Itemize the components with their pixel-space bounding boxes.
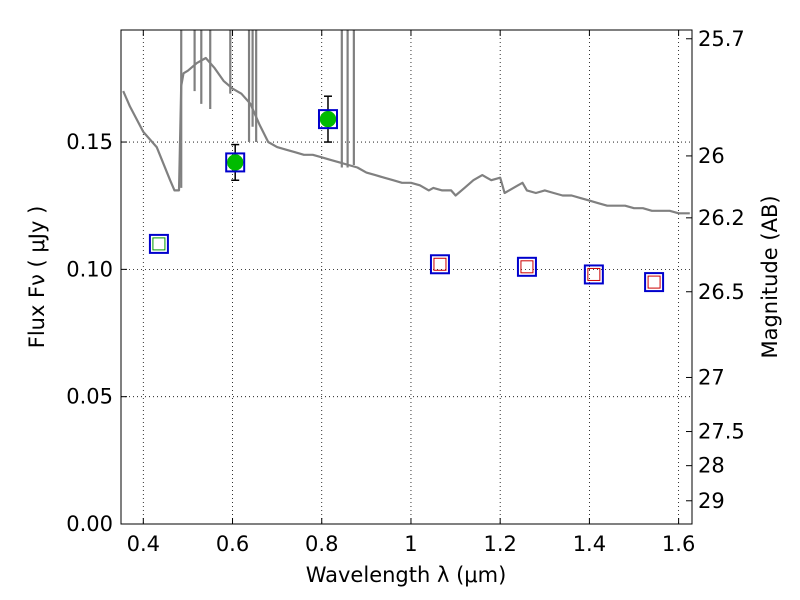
right-tick-label: 26.5 — [698, 280, 745, 304]
model-flux-square — [516, 256, 537, 277]
x-tick-label: 1 — [404, 532, 417, 556]
x-tick-label: 1.4 — [573, 532, 606, 556]
grid-lines — [121, 30, 692, 525]
right-tick-label: 28 — [698, 454, 725, 478]
x-tick-label: 0.6 — [216, 532, 249, 556]
model-flux-square — [429, 254, 450, 275]
upper-limit-marker — [587, 267, 601, 281]
model-flux-square — [644, 272, 665, 293]
x-tick-label: 0.4 — [127, 532, 160, 556]
plot-area — [122, 30, 690, 293]
y-axis-label-left: Flux Fν ( μJy ) — [25, 206, 49, 349]
upper-limit-marker — [647, 275, 661, 289]
upper-limit-marker — [152, 237, 166, 251]
right-tick-label: 27.5 — [698, 420, 745, 444]
y-tick-label: 0.05 — [66, 385, 113, 409]
model-flux-square — [225, 152, 246, 173]
x-tick-label: 1.2 — [483, 532, 516, 556]
x-axis-label: Wavelength λ (μm) — [306, 563, 507, 587]
sed-model-line — [122, 56, 690, 215]
y-tick-label: 0.15 — [66, 130, 113, 154]
y-axis-label-right: Magnitude (AB) — [758, 195, 782, 358]
model-flux-square — [148, 233, 169, 254]
right-tick-label: 29 — [698, 489, 725, 513]
model-flux-square — [317, 109, 338, 130]
upper-limit-marker — [520, 260, 534, 274]
x-tick-label: 0.8 — [305, 532, 338, 556]
y-tick-label: 0.00 — [66, 512, 113, 536]
observed-flux-point — [226, 154, 244, 171]
model-flux-square — [583, 264, 604, 285]
right-tick-label: 26.2 — [698, 206, 745, 230]
plot-frame — [120, 29, 693, 525]
right-tick-label: 25.7 — [698, 27, 745, 51]
right-tick-label: 26 — [698, 144, 725, 168]
upper-limit-marker — [433, 257, 447, 271]
observed-flux-point — [319, 110, 337, 128]
right-tick-label: 27 — [698, 365, 725, 389]
y-tick-label: 0.10 — [66, 257, 113, 281]
x-tick-label: 1.6 — [662, 532, 695, 556]
axes: 0.4 0.6 0.8 1 1.2 1.4 1.6 0.00 0.05 0.10 0.15 25.7 2… — [66, 27, 745, 556]
